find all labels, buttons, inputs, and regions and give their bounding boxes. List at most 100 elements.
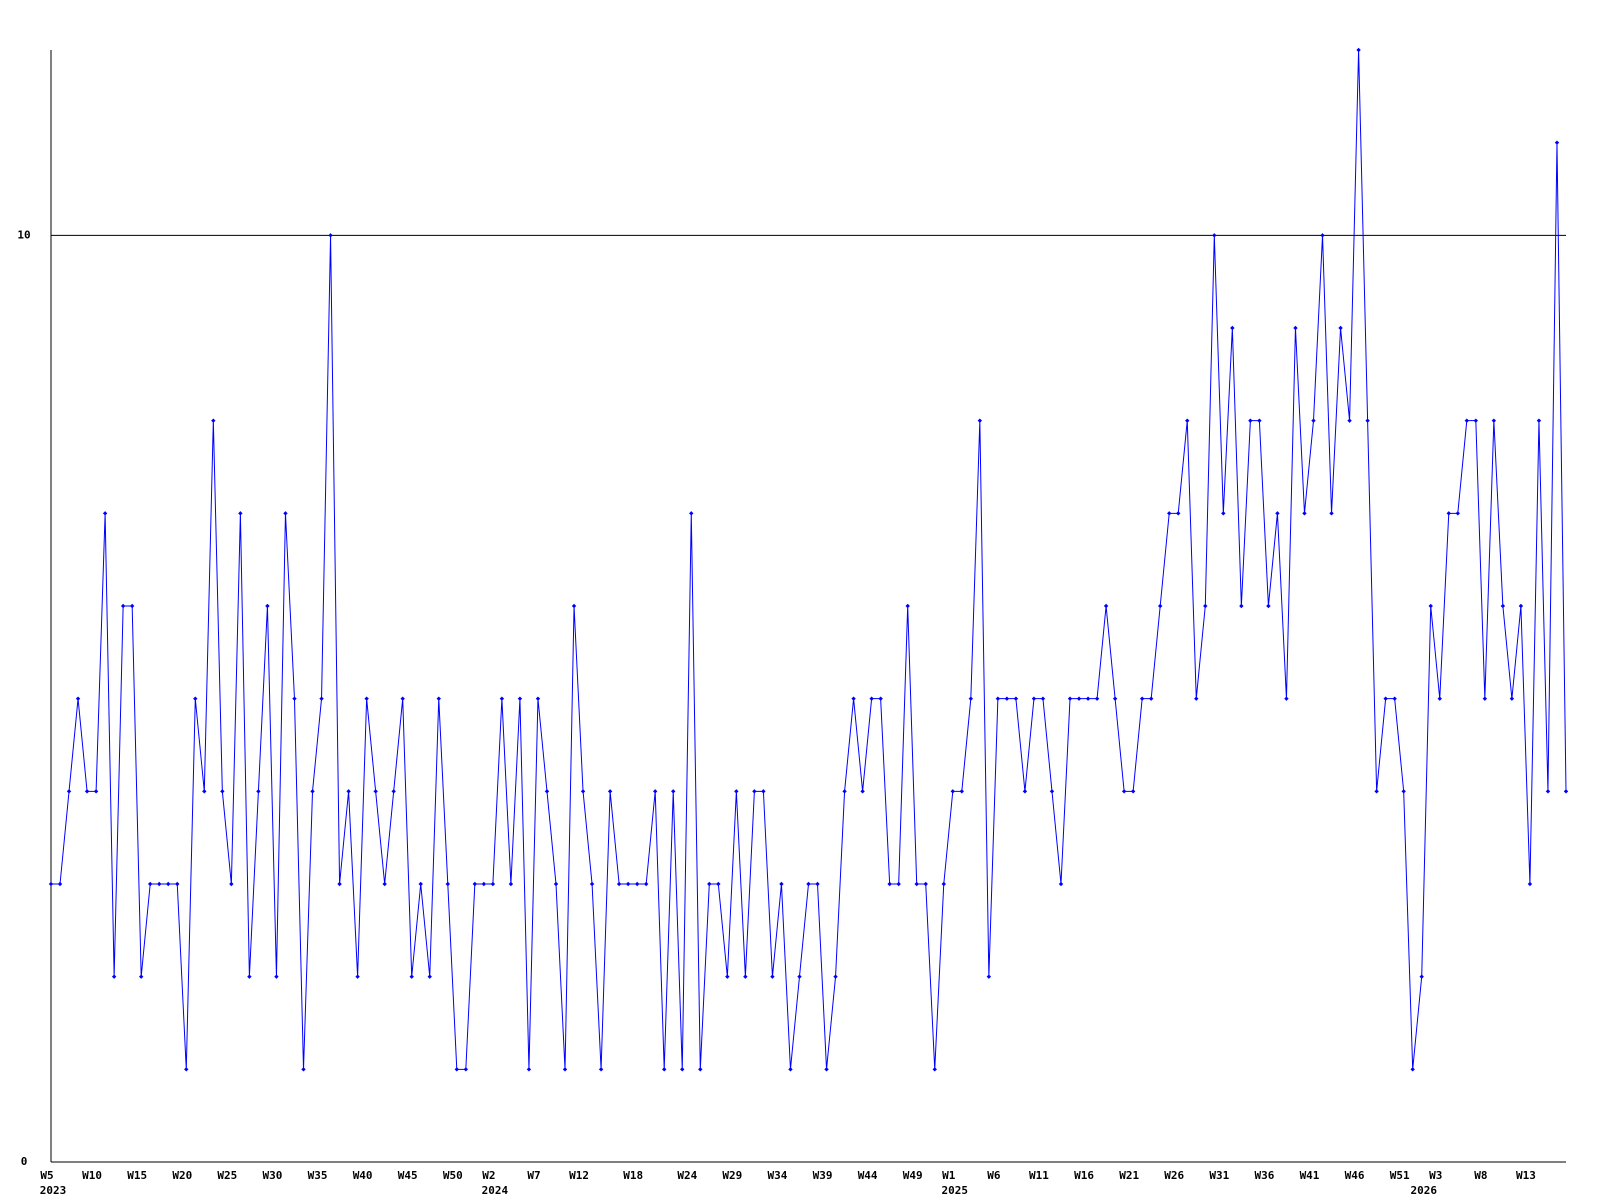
data-point <box>824 1067 829 1072</box>
x-tick-label: W18 <box>623 1169 643 1182</box>
data-point <box>1491 418 1497 423</box>
data-point <box>1230 325 1235 331</box>
data-point <box>860 789 865 794</box>
data-point <box>923 881 928 887</box>
x-tick-label: W51 <box>1390 1169 1410 1182</box>
x-year-label: 2025 <box>942 1184 969 1197</box>
data-point <box>1455 511 1460 516</box>
data-point <box>1554 140 1560 145</box>
data-point <box>265 603 270 609</box>
data-point <box>652 789 658 794</box>
data-point <box>607 789 613 794</box>
data-point <box>662 1067 667 1072</box>
data-point <box>932 1067 937 1072</box>
data-point <box>878 696 883 701</box>
data-point <box>1067 696 1073 701</box>
data-point <box>1049 789 1055 794</box>
x-tick-label: W49 <box>903 1169 923 1182</box>
x-tick-label: W10 <box>82 1169 102 1182</box>
x-tick-label: W45 <box>398 1169 418 1182</box>
data-point <box>1248 418 1253 423</box>
data-point <box>1392 696 1397 701</box>
x-tick-label: W46 <box>1345 1169 1365 1182</box>
data-point <box>1022 789 1028 794</box>
x-tick-label: W21 <box>1119 1169 1139 1182</box>
data-point <box>490 881 496 887</box>
data-point <box>84 789 90 794</box>
data-point <box>941 881 946 887</box>
data-point <box>1419 974 1424 979</box>
data-point <box>562 1067 568 1072</box>
data-point <box>229 881 234 887</box>
data-point <box>1004 696 1010 701</box>
data-point <box>75 696 81 701</box>
data-point <box>301 1067 306 1072</box>
data-point <box>1148 696 1154 701</box>
data-point <box>1518 603 1524 609</box>
data-point <box>598 1067 604 1072</box>
data-point <box>535 696 541 701</box>
data-point <box>102 511 108 516</box>
data-point <box>427 974 432 979</box>
data-point <box>625 881 631 887</box>
data-point <box>247 974 252 979</box>
x-tick-label: W25 <box>217 1169 237 1182</box>
data-point <box>517 696 523 701</box>
x-tick-label: W7 <box>527 1169 540 1182</box>
data-point <box>1473 418 1479 423</box>
x-tick-label: W34 <box>768 1169 788 1182</box>
data-point <box>1545 789 1551 794</box>
x-tick-label: W11 <box>1029 1169 1049 1182</box>
data-point <box>815 881 820 887</box>
data-point <box>175 881 180 887</box>
x-tick-label: W30 <box>263 1169 283 1182</box>
data-point <box>1212 233 1217 238</box>
data-point <box>1428 603 1433 609</box>
data-point <box>589 881 595 887</box>
data-point <box>373 789 378 794</box>
data-point <box>1094 696 1100 701</box>
data-point <box>689 511 694 516</box>
x-tick-label: W2 <box>482 1169 495 1182</box>
data-point <box>283 511 288 516</box>
x-tick-label: W16 <box>1074 1169 1094 1182</box>
data-point <box>1302 511 1307 516</box>
data-point <box>950 789 955 794</box>
data-point <box>1509 696 1515 701</box>
data-point <box>1437 696 1442 701</box>
data-point <box>698 1067 703 1072</box>
data-point <box>1203 603 1208 609</box>
data-point <box>211 418 216 423</box>
data-point <box>319 696 324 701</box>
data-point <box>1329 511 1334 516</box>
data-point <box>806 881 811 887</box>
data-point <box>400 696 405 701</box>
data-point <box>202 789 207 794</box>
data-point <box>1076 696 1082 701</box>
data-point <box>616 881 622 887</box>
data-point <box>779 881 784 887</box>
data-point <box>1401 789 1406 794</box>
data-point <box>184 1067 189 1072</box>
data-point <box>634 881 640 887</box>
data-point <box>743 974 748 979</box>
data-point <box>761 789 766 794</box>
data-point <box>797 974 802 979</box>
data-point <box>274 974 279 979</box>
data-point <box>120 603 126 609</box>
x-tick-label: W15 <box>127 1169 147 1182</box>
x-tick-label: W20 <box>172 1169 192 1182</box>
x-tick-label: W5 <box>40 1169 53 1182</box>
x-tick-label: W50 <box>443 1169 463 1182</box>
data-point <box>1320 233 1325 238</box>
data-point <box>1031 696 1037 701</box>
data-point <box>454 1067 460 1072</box>
data-point <box>896 881 901 887</box>
x-year-label: 2026 <box>1410 1184 1437 1197</box>
x-tick-label: W12 <box>569 1169 589 1182</box>
data-point <box>166 881 171 887</box>
data-point <box>508 881 514 887</box>
data-point <box>734 789 739 794</box>
x-tick-label: W24 <box>677 1169 697 1182</box>
x-tick-label: W8 <box>1474 1169 1487 1182</box>
